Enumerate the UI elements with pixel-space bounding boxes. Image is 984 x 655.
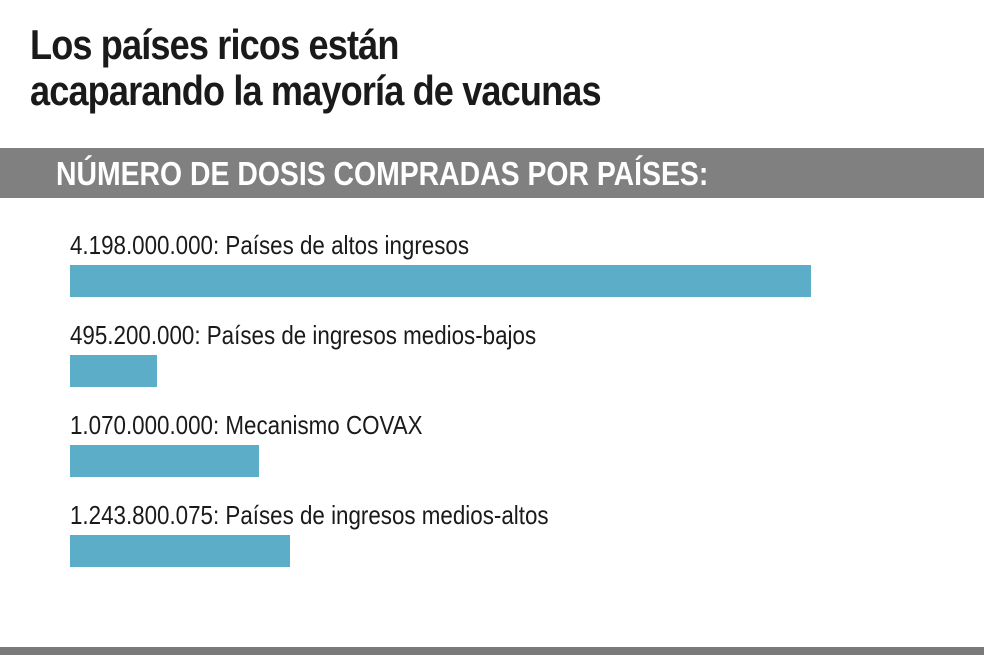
bar-label: 4.198.000.000: Países de altos ingresos xyxy=(70,230,470,260)
bar-row: 495.200.000: Países de ingresos medios-b… xyxy=(70,320,612,387)
title-line-2: acaparando la mayoría de vacunas xyxy=(30,67,602,114)
bottom-divider xyxy=(0,647,984,655)
bar xyxy=(70,265,811,297)
bar-label: 1.243.800.075: Países de ingresos medios… xyxy=(70,500,549,530)
bar-row: 1.070.000.000: Mecanismo COVAX xyxy=(70,410,480,477)
bar-row: 1.243.800.075: Países de ingresos medios… xyxy=(70,500,626,567)
section-header-band: NÚMERO DE DOSIS COMPRADAS POR PAÍSES: xyxy=(0,148,984,198)
chart-title: Los países ricos están acaparando la may… xyxy=(30,21,602,114)
section-header: NÚMERO DE DOSIS COMPRADAS POR PAÍSES: xyxy=(56,155,709,192)
bar-row: 4.198.000.000: Países de altos ingresos xyxy=(70,230,811,297)
bar xyxy=(70,535,290,567)
bar-label: 1.070.000.000: Mecanismo COVAX xyxy=(70,410,423,440)
title-line-1: Los países ricos están xyxy=(30,21,399,68)
bar xyxy=(70,355,157,387)
bar-label: 495.200.000: Países de ingresos medios-b… xyxy=(70,320,537,350)
bar xyxy=(70,445,259,477)
